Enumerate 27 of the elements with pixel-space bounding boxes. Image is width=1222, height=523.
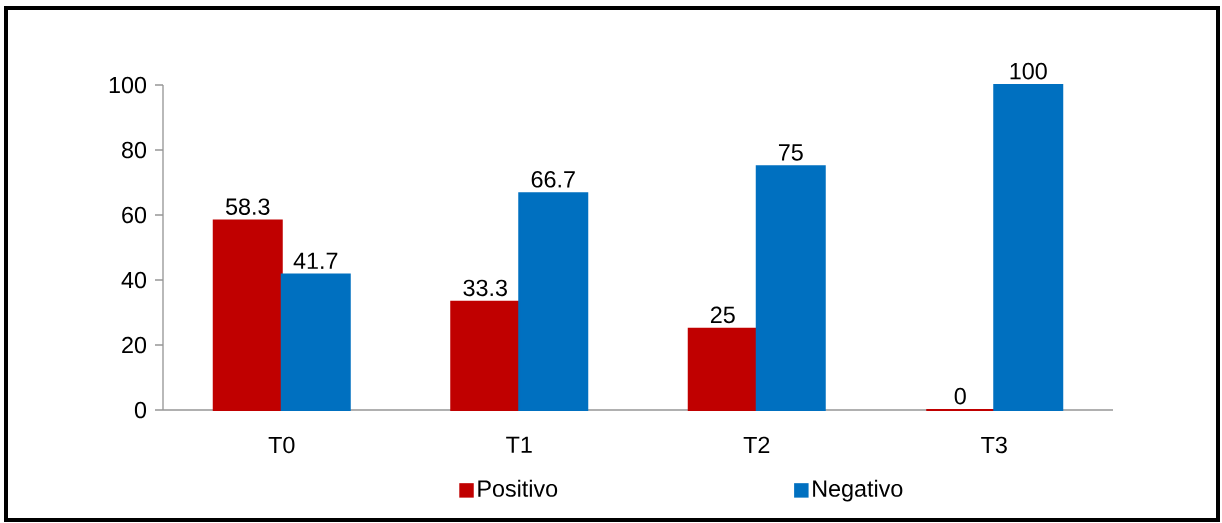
bar (518, 192, 589, 411)
data-label: 41.7 (293, 252, 338, 269)
data-label: 100 (1010, 62, 1047, 80)
y-tick-label: 40 (121, 271, 147, 289)
legend-label: Negativo (813, 479, 903, 502)
data-label: 0 (954, 387, 966, 405)
x-tick-label: T0 (268, 436, 295, 454)
bar (212, 219, 283, 411)
data-label: 25 (710, 306, 735, 324)
bar (687, 327, 758, 411)
bar (993, 83, 1064, 411)
legend-label: Positivo (478, 479, 558, 497)
x-tick-label: T3 (981, 436, 1007, 454)
y-tick-label: 60 (122, 206, 147, 224)
bar (450, 300, 521, 411)
y-tick-label: 100 (109, 76, 147, 94)
data-label: 75 (778, 144, 803, 161)
data-label: 66.7 (531, 171, 575, 188)
x-tick-label: T1 (506, 436, 532, 453)
bar (755, 165, 826, 411)
y-tick-label: 0 (134, 401, 147, 419)
data-label: 33.3 (463, 279, 507, 297)
y-tick-label: 20 (122, 336, 147, 354)
data-label: 58.3 (225, 198, 270, 215)
x-tick-label: T2 (743, 436, 770, 453)
bar (280, 273, 351, 411)
y-tick-label: 80 (122, 141, 147, 159)
